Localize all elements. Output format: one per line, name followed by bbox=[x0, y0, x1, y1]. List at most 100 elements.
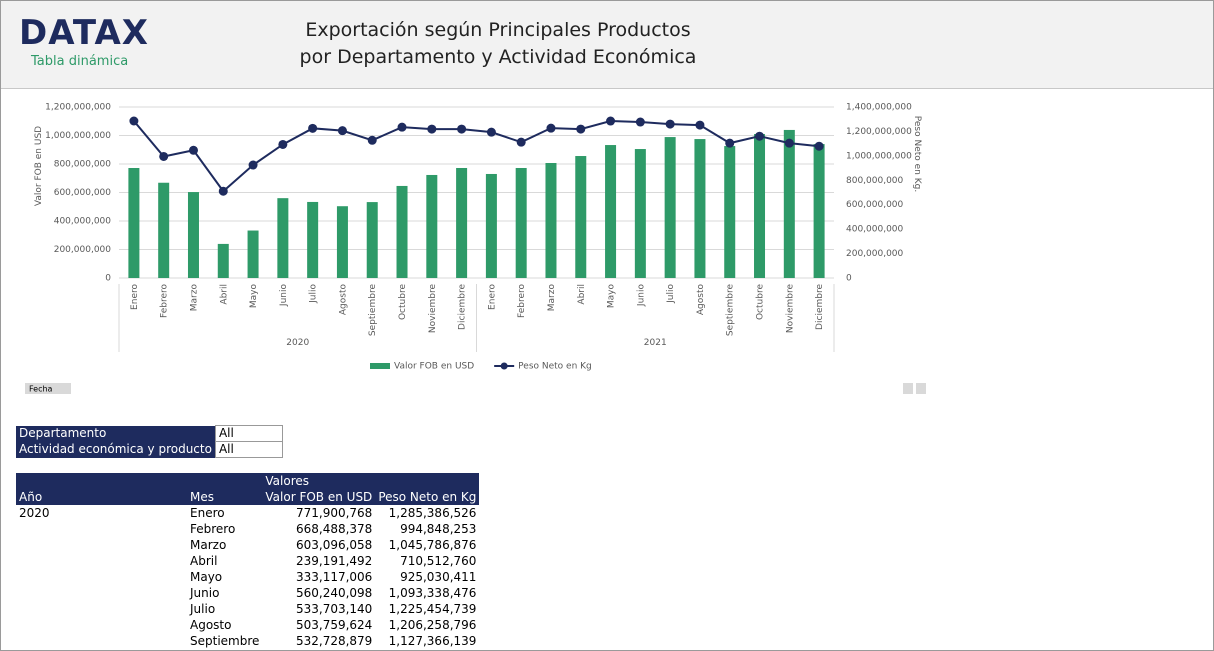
y2-tick-label: 800,000,000 bbox=[846, 176, 904, 186]
fob-cell: 771,900,768 bbox=[295, 506, 373, 520]
bar bbox=[813, 144, 825, 278]
line-point bbox=[308, 123, 318, 133]
filter-value[interactable]: All bbox=[214, 441, 283, 458]
header-cell: Peso Neto en Kg bbox=[375, 489, 480, 505]
year-cell bbox=[16, 521, 187, 537]
kg-cell: 1,285,386,526 bbox=[388, 506, 477, 520]
y-tick-label: 1,200,000,000 bbox=[45, 103, 111, 113]
month-cell: Mayo bbox=[190, 570, 223, 584]
x-tick-label: Septiembre bbox=[726, 284, 736, 337]
logo-subtitle: Tabla dinámica bbox=[31, 54, 129, 69]
header-cell: Año bbox=[16, 489, 187, 505]
line-point bbox=[457, 124, 467, 134]
bar bbox=[694, 139, 706, 278]
line-point bbox=[665, 119, 675, 129]
y2-tick-label: 400,000,000 bbox=[846, 225, 904, 235]
y2-tick-label: 1,000,000,000 bbox=[846, 151, 912, 161]
y-tick-label: 800,000,000 bbox=[54, 160, 112, 170]
year-cell: 2020 bbox=[19, 506, 50, 520]
line-point bbox=[367, 135, 377, 145]
x-tick-label: Marzo bbox=[189, 284, 199, 312]
table-row: Mayo 333,117,006 925,030,411 bbox=[16, 569, 479, 585]
group-label: 2020 bbox=[286, 338, 309, 348]
table-row: Septiembre 532,728,879 1,127,366,139 bbox=[16, 633, 479, 649]
bar bbox=[307, 201, 319, 278]
x-tick-label: Enero bbox=[130, 284, 140, 310]
filter-row: Actividad económica y producto All bbox=[16, 441, 283, 458]
filters: Departamento All Actividad económica y pro… bbox=[16, 425, 283, 458]
collapse-button[interactable] bbox=[916, 383, 926, 394]
filter-label: Departamento bbox=[16, 425, 216, 442]
year-cell bbox=[16, 633, 187, 649]
x-tick-label: Febrero bbox=[517, 284, 527, 318]
x-tick-label: Agosto bbox=[696, 284, 706, 316]
fob-cell: 533,703,140 bbox=[295, 602, 373, 616]
kg-cell: 1,206,258,796 bbox=[388, 618, 477, 632]
line-point bbox=[695, 120, 705, 130]
fob-cell: 603,096,058 bbox=[295, 538, 373, 552]
x-tick-label: Junio bbox=[636, 284, 646, 308]
month-cell: Enero bbox=[190, 506, 225, 520]
filter-label: Actividad económica y producto bbox=[16, 441, 216, 458]
kg-cell: 1,093,338,476 bbox=[388, 586, 477, 600]
x-tick-label: Noviembre bbox=[785, 284, 795, 334]
month-cell: Agosto bbox=[190, 618, 232, 632]
legend-swatch bbox=[370, 363, 390, 369]
table-row: Marzo 603,096,058 1,045,786,876 bbox=[16, 537, 479, 553]
bar bbox=[277, 198, 289, 278]
header-cell: Mes bbox=[187, 489, 263, 505]
x-tick-label: Febrero bbox=[160, 284, 170, 318]
table-row: 2020 Enero 771,900,768 1,285,386,526 bbox=[16, 505, 479, 521]
kg-cell: 994,848,253 bbox=[400, 522, 477, 536]
chart: Fecha 0 200,000,000 400,000,000 600,000,000… bbox=[25, 103, 926, 394]
bar bbox=[575, 156, 587, 278]
x-tick-label: Octubre bbox=[756, 284, 766, 320]
bar bbox=[158, 182, 170, 278]
x-tick-label: Diciembre bbox=[815, 284, 825, 330]
x-tick-label: Mayo bbox=[249, 284, 259, 309]
x-tick-label: Abril bbox=[219, 284, 229, 305]
header: DATAX Tabla dinámica Exportación según P… bbox=[1, 1, 1213, 89]
fob-cell: 239,191,492 bbox=[295, 554, 373, 568]
bar bbox=[187, 192, 199, 278]
bar bbox=[605, 145, 617, 278]
date-button-label[interactable]: Fecha bbox=[29, 385, 53, 394]
line-point bbox=[606, 116, 616, 126]
line-point bbox=[486, 127, 496, 137]
kg-cell: 1,045,786,876 bbox=[388, 538, 477, 552]
line-point bbox=[725, 138, 735, 148]
month-cell: Julio bbox=[190, 602, 216, 616]
bar bbox=[783, 129, 795, 278]
line-point bbox=[397, 122, 407, 132]
kg-cell: 925,030,411 bbox=[400, 570, 477, 584]
y-axis-title: Valor FOB en USD bbox=[34, 126, 44, 206]
group-label: 2021 bbox=[644, 338, 667, 348]
pivot-table: Valores Año Mes Valor FOB en USD Peso Ne… bbox=[16, 473, 480, 649]
line-point bbox=[129, 116, 139, 126]
filter-value[interactable]: All bbox=[214, 425, 283, 442]
month-cell: Junio bbox=[190, 586, 220, 600]
x-tick-label: Noviembre bbox=[428, 284, 438, 334]
legend-label: Peso Neto en Kg bbox=[518, 362, 592, 372]
x-tick-label: Mayo bbox=[607, 284, 617, 309]
y2-tick-label: 0 bbox=[846, 274, 852, 284]
y2-tick-label: 200,000,000 bbox=[846, 249, 904, 259]
legend-label: Valor FOB en USD bbox=[394, 362, 474, 372]
year-cell bbox=[16, 537, 187, 553]
x-tick-label: Junio bbox=[279, 284, 289, 308]
filter-row: Departamento All bbox=[16, 425, 283, 442]
bar bbox=[396, 185, 408, 278]
bar bbox=[634, 149, 646, 278]
bar bbox=[366, 202, 378, 278]
line bbox=[133, 120, 820, 193]
table-row: Junio 560,240,098 1,093,338,476 bbox=[16, 585, 479, 601]
table-row: Febrero 668,488,378 994,848,253 bbox=[16, 521, 479, 537]
bar bbox=[754, 134, 766, 278]
date-button[interactable] bbox=[25, 383, 71, 394]
y-tick-label: 1,000,000,000 bbox=[45, 131, 111, 141]
x-tick-label: Marzo bbox=[547, 284, 557, 312]
expand-button[interactable] bbox=[903, 383, 913, 394]
bar bbox=[545, 163, 557, 278]
year-cell bbox=[16, 601, 187, 617]
